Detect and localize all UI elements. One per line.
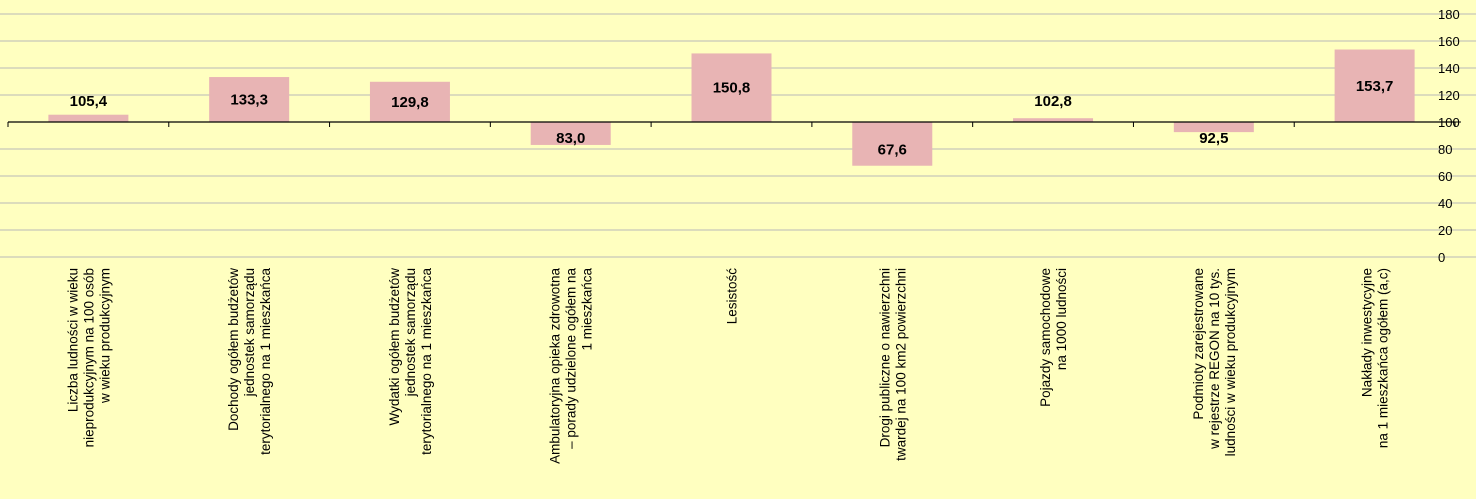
category-label-line: na 1 mieszkańca ogółem (a,c)	[1376, 268, 1391, 448]
y-tick-label: 40	[1438, 196, 1452, 211]
category-label: Drogi publiczne o nawierzchnitwardej na …	[877, 268, 908, 461]
data-label: 92,5	[1199, 130, 1228, 147]
data-label: 105,4	[70, 93, 108, 110]
bar	[1334, 49, 1415, 122]
category-label-line: 1 mieszkańca	[580, 268, 595, 351]
y-tick-label: 0	[1438, 250, 1445, 265]
category-label-line: – porady udzielone ogółem na	[564, 268, 579, 449]
y-tick-label: 100	[1438, 115, 1460, 130]
y-axis-ticks: 0 20 40 60 80 100 120 140 160 180	[1438, 7, 1460, 265]
category-label-line: Pojazdy samochodowe	[1038, 268, 1053, 407]
category-label-line: jednostek samorządu	[242, 268, 257, 397]
data-label: 150,8	[713, 80, 751, 97]
gridlines	[0, 13, 1476, 258]
category-label: Dochody ogółem budżetówjednostek samorzą…	[226, 268, 273, 455]
category-label-line: terytorialnego na 1 mieszkańca	[258, 268, 273, 455]
category-label: Pojazdy samochodowena 1000 ludności	[1038, 268, 1069, 407]
bar	[1013, 118, 1094, 122]
y-tick-label: 60	[1438, 169, 1452, 184]
bar	[369, 81, 450, 122]
category-label: Liczba ludności w wiekunieprodukcyjnym n…	[65, 268, 112, 447]
y-tick-label: 120	[1438, 88, 1460, 103]
y-tick-label: 80	[1438, 142, 1452, 157]
y-tick-label: 140	[1438, 61, 1460, 76]
data-label: 67,6	[878, 142, 907, 159]
category-label-line: twardej na 100 km2 powierzchni	[893, 268, 908, 461]
data-label: 153,7	[1356, 78, 1394, 95]
bar	[1173, 122, 1254, 133]
category-label-line: Drogi publiczne o nawierzchni	[877, 268, 892, 447]
category-label-line: na 1000 ludności	[1054, 268, 1069, 370]
data-label: 129,8	[391, 94, 429, 111]
bars-group	[48, 49, 1415, 166]
data-labels: 105,4 133,3 129,8 83,0 150,8 67,6 102,8 92,5 153…	[70, 78, 1394, 159]
category-label-line: Ambulatoryjna opieka zdrowotna	[548, 268, 563, 464]
category-label: Ambulatoryjna opieka zdrowotna– porady u…	[548, 268, 595, 464]
category-label-line: terytorialnego na 1 mieszkańca	[419, 268, 434, 455]
category-label-line: Wydatki ogółem budżetów	[387, 268, 402, 426]
category-label-line: Podmioty zarejestrowane	[1191, 268, 1206, 420]
bar	[691, 53, 772, 122]
category-label-line: ludności w wieku produkcyjnym	[1223, 268, 1238, 456]
data-label: 102,8	[1034, 93, 1072, 110]
category-labels: Liczba ludności w wiekunieprodukcyjnym n…	[65, 268, 1390, 464]
category-label: Podmioty zarejestrowanew rejestrze REGON…	[1191, 268, 1238, 456]
bar	[530, 122, 611, 145]
category-label-line: nieprodukcyjnym na 100 osób	[81, 268, 96, 447]
category-label: Lesistość	[725, 268, 740, 325]
category-label-line: w wieku produkcyjnym	[97, 268, 112, 404]
data-label: 133,3	[230, 92, 268, 109]
bar	[852, 122, 933, 166]
y-tick-label: 160	[1438, 34, 1460, 49]
category-label: Wydatki ogółem budżetówjednostek samorzą…	[387, 268, 434, 455]
bar	[209, 77, 290, 122]
category-label-line: Dochody ogółem budżetów	[226, 268, 241, 431]
category-label-line: jednostek samorządu	[403, 268, 418, 397]
category-label-line: Lesistość	[725, 268, 740, 325]
category-label-line: w rejestrze REGON na 10 tys.	[1207, 268, 1222, 450]
data-label: 83,0	[556, 130, 585, 147]
category-label: Nakłady inwestycyjnena 1 mieszkańca ogół…	[1360, 268, 1391, 448]
bar	[48, 114, 129, 122]
category-label-line: Nakłady inwestycyjne	[1360, 268, 1375, 397]
category-label-line: Liczba ludności w wieku	[65, 268, 80, 412]
y-tick-label: 180	[1438, 7, 1460, 22]
y-tick-label: 20	[1438, 223, 1452, 238]
category-axis	[7, 121, 1461, 127]
